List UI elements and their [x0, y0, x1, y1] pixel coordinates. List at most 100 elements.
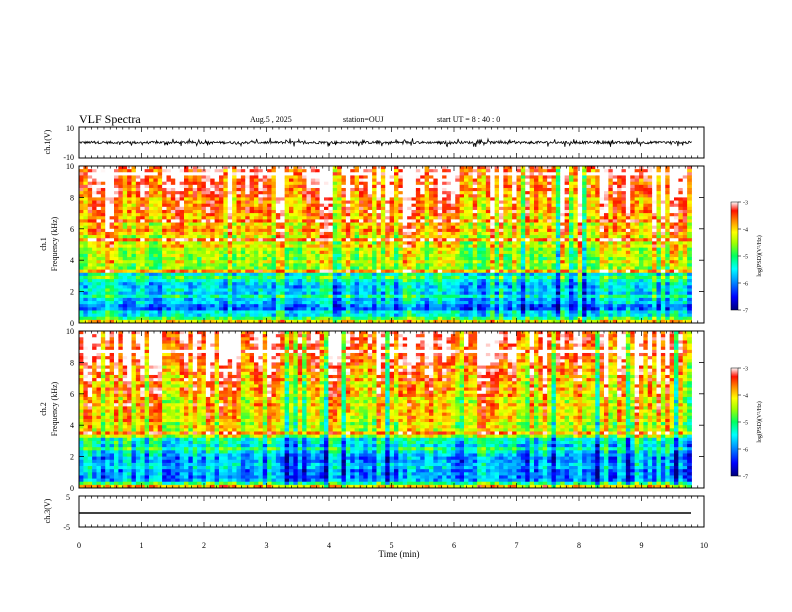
ch1-spectrogram-cell [372, 209, 377, 214]
ch1-spectrogram-cell [275, 172, 281, 176]
ch1-spectrogram-cell [468, 294, 474, 299]
ch1-spectrogram-cell [109, 191, 115, 195]
ch1-spectrogram-cell [223, 238, 229, 242]
ch1-spectrogram-cell [175, 228, 181, 233]
ch1-spectrogram-cell [437, 206, 443, 211]
ch1-spectrogram-cell [96, 307, 102, 311]
ch1-spectrogram-cell [135, 244, 141, 249]
ch1-spectrogram-cell [411, 200, 417, 205]
ch1-spectrogram-cell [122, 257, 128, 261]
ch1-spectrogram-cell [280, 209, 286, 214]
ch1-spectrogram-cell [219, 319, 224, 324]
ch1-spectrogram-cell [223, 197, 229, 201]
ch1-spectrogram-cell [468, 269, 474, 274]
ch1-spectrogram-cell [380, 206, 386, 211]
ch1-spectrogram-cell [236, 235, 242, 239]
ch1-spectrogram-cell [450, 244, 456, 249]
ch1-spectrogram-cell [468, 241, 474, 245]
ch1-spectrogram-cell [345, 219, 351, 223]
ch1-spectrogram-cell [149, 191, 154, 195]
ch1-spectrogram-cell [319, 200, 325, 205]
ch1-spectrogram-cell [144, 169, 150, 173]
ch1-spectrogram-cell [162, 178, 167, 183]
ch1-spectrogram-cell [376, 222, 382, 227]
ch1-spectrogram-cell [131, 175, 137, 179]
ch1-spectrogram-cell [153, 178, 159, 183]
ch1-spectrogram-cell [271, 272, 277, 277]
ch1-spectrogram-cell [315, 285, 321, 289]
ch1-spectrogram-cell [319, 175, 325, 179]
ch1-spectrogram-cell [455, 191, 461, 195]
ch1-spectrogram-cell [472, 184, 478, 189]
ch1-spectrogram-cell [433, 197, 439, 201]
ch1-spectrogram-cell [258, 216, 264, 220]
ch1-spectrogram-cell [100, 310, 106, 314]
ch1-spectrogram-cell [385, 285, 391, 289]
ch1-spectrogram-cell [87, 304, 93, 308]
ch1-spectrogram-cell [376, 316, 382, 321]
ch1-spectrogram-cell [232, 319, 237, 324]
ch1-spectrogram-cell [232, 169, 237, 173]
ch1-spectrogram-cell [490, 238, 496, 242]
ch1-spectrogram-cell [258, 294, 264, 299]
ch1-spectrogram-cell [127, 266, 132, 271]
ch1-spectrogram-cell [284, 238, 290, 242]
ch1-spectrogram-cell [245, 194, 251, 198]
ch1-spectrogram-cell [337, 301, 342, 305]
ch1-spectrogram-cell [284, 219, 290, 223]
ch1-spectrogram-cell [429, 228, 434, 233]
ch1-spectrogram-cell [118, 203, 124, 208]
ch1-spectrogram-cell [284, 257, 290, 261]
ch1-spectrogram-cell [109, 291, 115, 296]
ch1-spectrogram-cell [109, 266, 115, 271]
ch1-spectrogram-cell [135, 288, 141, 292]
ch1-spectrogram-cell [275, 291, 281, 296]
ch1-spectrogram-cell [254, 294, 259, 299]
ch1-spectrogram-cell [324, 191, 329, 195]
ch1-spectrogram-cell [232, 313, 237, 318]
ch1-spectrogram-cell [122, 228, 128, 233]
ch1-spectrogram-cell [271, 291, 277, 296]
ch1-spectrogram-cell [424, 307, 430, 311]
ch1-spectrogram-cell [337, 219, 342, 223]
ch1-spectrogram-cell [118, 200, 124, 205]
ch1-spectrogram-cell [219, 241, 224, 245]
ch1-spectrogram-cell [385, 166, 391, 170]
ch1-spectrogram-cell [477, 191, 482, 195]
ch1-spectrogram-cell [262, 231, 268, 236]
ch1-spectrogram-cell [157, 241, 163, 245]
ch1-spectrogram-cell [468, 166, 474, 170]
ch1-spectrogram-cell [118, 238, 124, 242]
ch1-spectrogram-cell [385, 197, 391, 201]
ch1-spectrogram-cell [135, 310, 141, 314]
ch1-spectrogram-cell [201, 228, 207, 233]
ch1-spectrogram-cell [455, 184, 461, 189]
ch1-spectrogram-cell [105, 263, 111, 267]
ch1-spectrogram-cell [297, 301, 303, 305]
ch1-spectrogram-cell [131, 310, 137, 314]
ch1-spectrogram-cell [442, 285, 447, 289]
ch1-spectrogram-cell [275, 257, 281, 261]
ch1-spectrogram-cell [219, 225, 224, 230]
ch1-spectrogram-cell [481, 310, 487, 314]
ch1-spectrogram-cell [258, 313, 264, 318]
ch1-spectrogram-cell [345, 313, 351, 318]
ch1-spectrogram-cell [472, 225, 478, 230]
ch1-spectrogram-cell [131, 260, 137, 264]
ch1-spectrogram-cell [315, 184, 321, 189]
ch1-spectrogram-cell [459, 175, 465, 179]
ch1-spectrogram-cell [100, 213, 106, 217]
ch1-spectrogram-cell [214, 191, 220, 195]
ch1-spectrogram-cell [122, 316, 128, 321]
ch1-spectrogram-cell [306, 203, 312, 208]
ch1-spectrogram-cell [166, 191, 172, 195]
ch1-spectrogram-cell [450, 285, 456, 289]
ch1-spectrogram-cell [367, 184, 373, 189]
ch1-spectrogram-cell [175, 225, 181, 230]
ch1-spectrogram-cell [240, 279, 246, 283]
ch1-spectrogram-cell [149, 175, 154, 179]
ch1-spectrogram-cell [254, 282, 259, 286]
ch1-spectrogram-cell [394, 253, 399, 258]
ch1-spectrogram-cell [424, 310, 430, 314]
ch1-spectrogram-cell [79, 228, 84, 233]
